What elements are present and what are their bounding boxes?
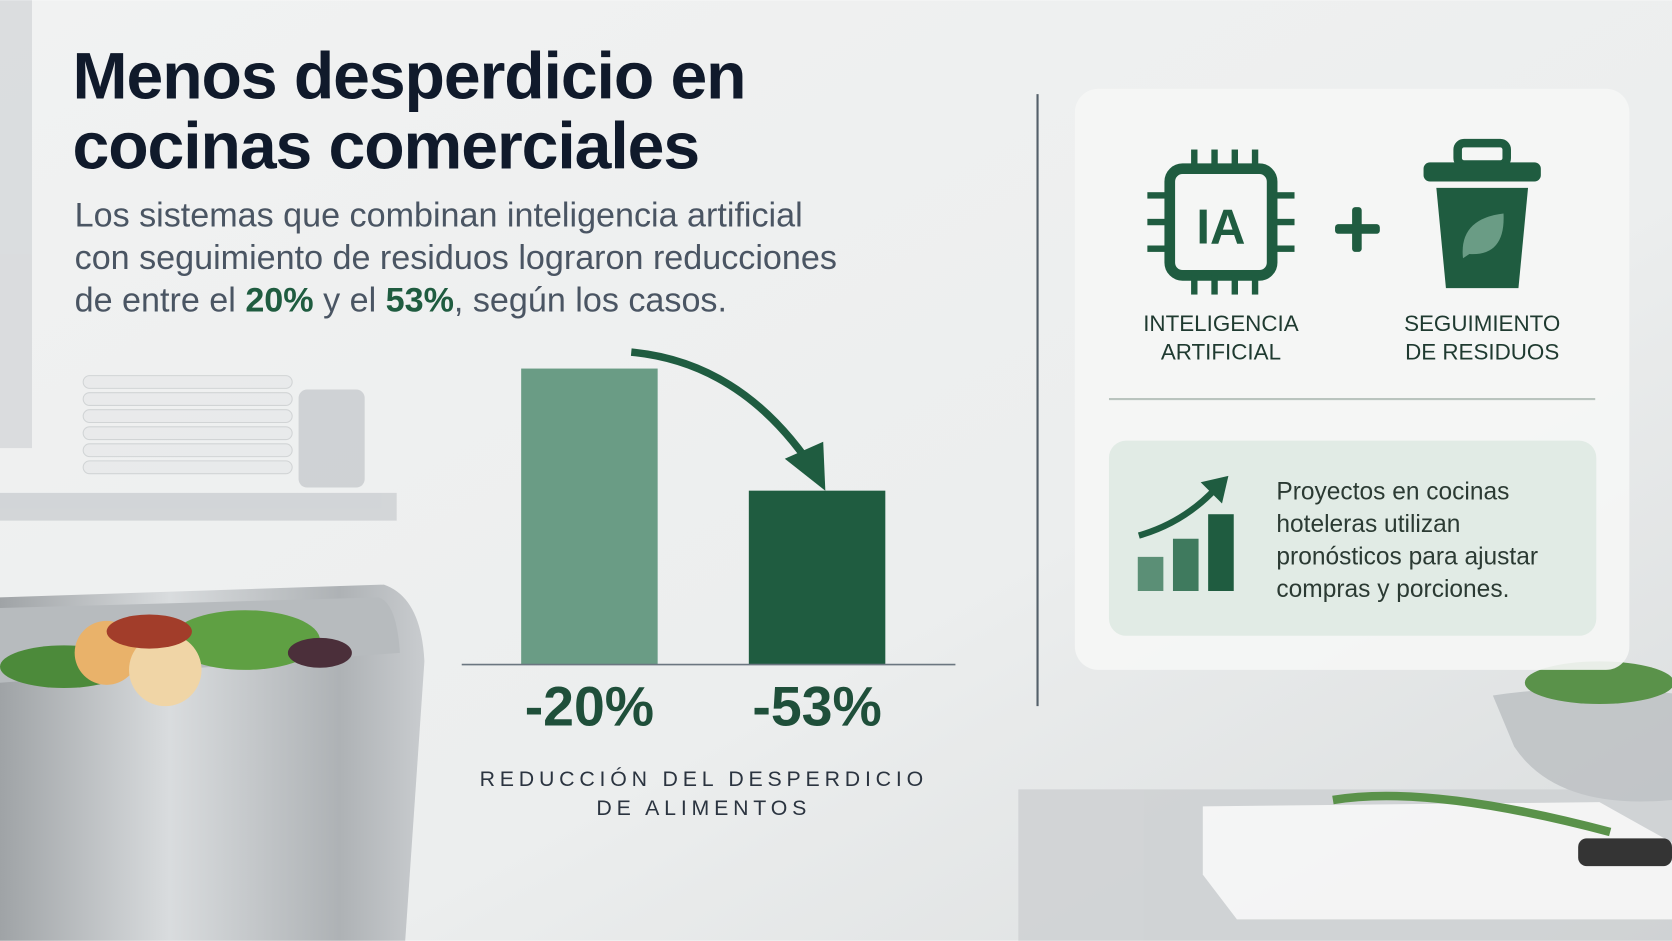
- trend-arrowhead: [784, 441, 826, 491]
- growth-icon: [1137, 475, 1234, 591]
- note-line: hoteleras utilizan: [1276, 511, 1460, 538]
- title-line: Menos desperdicio en: [73, 39, 746, 113]
- bar: [521, 368, 658, 665]
- x-axis-label: REDUCCIÓN DEL DESPERDICIO: [480, 766, 928, 791]
- plus-icon: [1335, 207, 1380, 252]
- note-line: Proyectos en cocinas: [1276, 478, 1509, 505]
- chip-label: IA: [1196, 200, 1245, 254]
- lede-text: con seguimiento de residuos lograron red…: [75, 239, 837, 277]
- item-label: ARTIFICIAL: [1161, 340, 1281, 365]
- lede-text: , según los casos.: [454, 282, 727, 320]
- note-box: [1108, 440, 1597, 636]
- lede-highlight: 20%: [245, 282, 313, 320]
- kitchen-right: [1018, 661, 1672, 941]
- note-line: pronósticos para ajustar: [1276, 543, 1538, 570]
- lede-line: con seguimiento de residuos lograron red…: [75, 239, 837, 277]
- bin-icon: [1423, 138, 1541, 289]
- lede-text: de entre el: [75, 282, 246, 320]
- kitchen-left: [0, 0, 397, 521]
- trend-arrow: [630, 348, 823, 480]
- waste-bin: [0, 584, 425, 941]
- title-line: cocinas comerciales: [73, 110, 700, 184]
- card-items: INTELIGENCIA ARTIFICIAL SEGUIMIENTO DE RESI…: [1143, 311, 1560, 365]
- lede-highlight: 53%: [386, 282, 454, 320]
- note-line: compras y porciones.: [1276, 576, 1509, 603]
- lede-line: de entre el 20% y el 53%, según los caso…: [75, 282, 727, 320]
- bar: [748, 490, 886, 665]
- note: Proyectos en cocinas hoteleras utilizan pr…: [1276, 478, 1538, 603]
- lede: Los sistemas que combinan inteligencia a…: [75, 196, 837, 319]
- lede-line: Los sistemas que combinan inteligencia a…: [75, 196, 803, 234]
- lede-text: Los sistemas que combinan inteligencia a…: [75, 196, 803, 234]
- item-label: INTELIGENCIA: [1143, 311, 1298, 336]
- value-label: -53%: [752, 675, 881, 737]
- item-label: SEGUIMIENTO: [1404, 311, 1560, 336]
- x-axis-label: DE ALIMENTOS: [596, 796, 811, 820]
- value-label: -20%: [525, 675, 654, 737]
- item-label: DE RESIDUOS: [1405, 340, 1559, 365]
- chart: -20% -53% REDUCCIÓN DEL DESPERDICIO DE ALIM…: [461, 368, 956, 820]
- chip-icon: [1147, 149, 1295, 295]
- lede-text: y el: [314, 282, 386, 320]
